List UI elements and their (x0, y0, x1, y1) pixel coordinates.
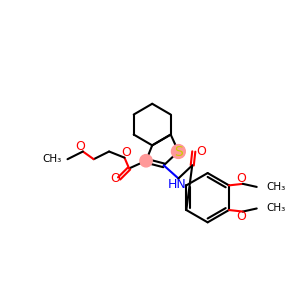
Text: CH₃: CH₃ (42, 154, 62, 164)
Text: O: O (76, 140, 85, 153)
Text: O: O (196, 145, 206, 158)
Text: HN: HN (167, 178, 186, 191)
Text: CH₃: CH₃ (266, 203, 285, 214)
Text: CH₃: CH₃ (266, 182, 285, 192)
Circle shape (172, 145, 185, 158)
Circle shape (140, 154, 152, 167)
Text: O: O (236, 172, 246, 185)
Text: O: O (110, 172, 120, 185)
Text: O: O (236, 211, 246, 224)
Text: S: S (174, 145, 183, 158)
Text: O: O (121, 146, 131, 159)
